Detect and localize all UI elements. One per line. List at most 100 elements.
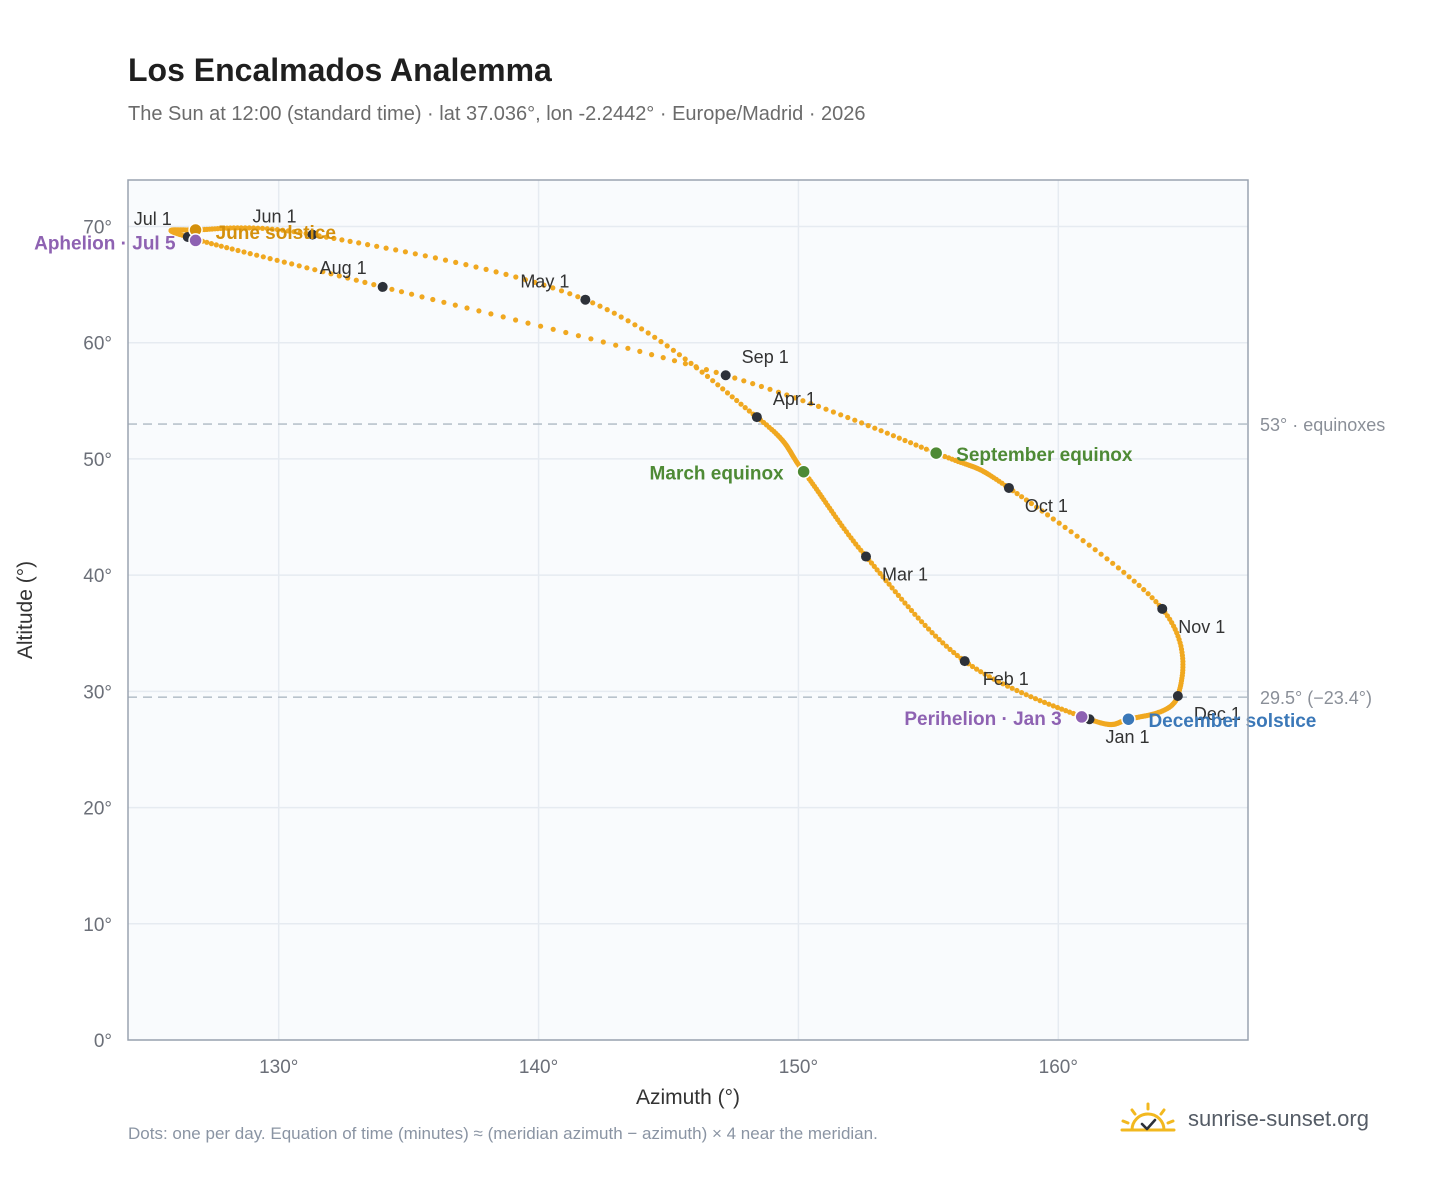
daily-dot — [1136, 582, 1142, 589]
daily-dot — [541, 282, 547, 288]
daily-dot — [218, 243, 224, 249]
daily-dot — [422, 253, 428, 259]
daily-dot — [538, 323, 544, 329]
daily-dot — [625, 318, 631, 324]
daily-dot — [611, 310, 617, 316]
daily-dot — [758, 383, 765, 390]
x-tick-label: 160° — [1039, 1057, 1078, 1078]
event-label: Aphelion · Jul 5 — [34, 233, 176, 254]
daily-dot — [234, 225, 241, 231]
daily-dot — [331, 235, 337, 241]
daily-dot — [1037, 698, 1043, 704]
daily-dot — [652, 334, 658, 340]
daily-dot — [371, 282, 377, 288]
daily-dot — [567, 291, 573, 297]
daily-dot — [1110, 560, 1116, 566]
month-marker — [751, 412, 762, 423]
daily-dot — [671, 358, 678, 364]
daily-dot — [452, 302, 458, 308]
daily-dot — [1046, 701, 1052, 707]
daily-dot — [852, 417, 858, 423]
chart-subtitle: The Sun at 12:00 (standard time) · lat 3… — [128, 103, 866, 125]
daily-dot — [259, 225, 266, 231]
daily-dot — [899, 596, 905, 602]
daily-dot — [1023, 497, 1029, 503]
daily-dot — [362, 279, 368, 285]
daily-dot — [250, 225, 257, 231]
daily-dot — [902, 437, 908, 444]
daily-dot — [463, 262, 469, 268]
daily-dot — [929, 630, 935, 636]
event-label: March equinox — [650, 464, 785, 485]
daily-dot — [890, 433, 897, 439]
daily-dot — [912, 611, 918, 617]
daily-dot — [969, 663, 976, 670]
daily-dot — [974, 666, 980, 672]
daily-dot — [246, 225, 252, 231]
daily-dot — [800, 398, 806, 404]
daily-dot — [775, 389, 782, 395]
daily-dot — [637, 348, 643, 354]
daily-dot — [874, 567, 880, 573]
plot-area — [128, 180, 1248, 1040]
daily-dot — [896, 435, 902, 441]
daily-dot — [483, 266, 489, 272]
daily-dot — [550, 285, 556, 291]
daily-dot — [1059, 706, 1065, 712]
daily-dot — [285, 228, 291, 234]
daily-dot — [238, 225, 244, 231]
daily-dot — [1041, 699, 1048, 706]
daily-dot — [830, 409, 837, 415]
daily-dot — [951, 649, 957, 656]
daily-dot — [296, 263, 302, 269]
daily-dot — [923, 446, 930, 452]
daily-dot — [1019, 690, 1025, 696]
daily-dot — [432, 255, 438, 261]
daily-dot — [1149, 595, 1155, 601]
daily-dot — [720, 386, 726, 392]
daily-dot — [880, 574, 886, 580]
daily-dot — [943, 643, 950, 649]
daily-dot — [922, 622, 928, 629]
brand[interactable]: sunrise-sunset.org — [1120, 1102, 1369, 1136]
daily-dot — [947, 646, 953, 653]
daily-dot — [336, 273, 342, 279]
daily-dot — [398, 289, 405, 295]
daily-dot — [823, 406, 829, 412]
daily-dot — [1028, 694, 1034, 700]
daily-dot — [978, 669, 984, 675]
daily-dot — [877, 570, 883, 577]
daily-dot — [660, 355, 666, 361]
daily-dot — [1023, 692, 1029, 698]
month-label: Dec 1 — [1194, 704, 1241, 724]
month-label: Jul 1 — [134, 209, 172, 229]
daily-dot — [1131, 578, 1137, 584]
daily-dot — [532, 279, 538, 285]
y-tick-label: 70° — [83, 217, 112, 238]
month-label: Nov 1 — [1178, 617, 1225, 637]
daily-dot — [625, 345, 631, 351]
event-label: September equinox — [956, 445, 1133, 466]
daily-dot — [281, 259, 287, 265]
event-marker — [928, 445, 944, 461]
daily-dot — [936, 636, 942, 643]
daily-dot — [442, 257, 449, 263]
daily-dot — [688, 360, 694, 366]
daily-dot — [682, 356, 688, 362]
daily-dot — [693, 364, 699, 370]
daily-dot — [883, 578, 889, 584]
daily-dot — [767, 386, 773, 392]
daily-dot — [588, 336, 594, 342]
daily-dot — [316, 233, 322, 239]
daily-dot — [1005, 683, 1011, 689]
daily-dot — [738, 401, 744, 407]
daily-dot — [902, 600, 908, 606]
daily-dot — [940, 640, 946, 646]
daily-dot — [750, 381, 756, 387]
month-label: May 1 — [520, 272, 569, 292]
month-marker — [1172, 691, 1183, 701]
daily-dot — [724, 390, 731, 396]
reference-lines: 53° · equinoxes 29.5° (−23.4°) — [128, 415, 1385, 708]
daily-dot — [1068, 529, 1074, 535]
daily-dot — [982, 671, 988, 677]
